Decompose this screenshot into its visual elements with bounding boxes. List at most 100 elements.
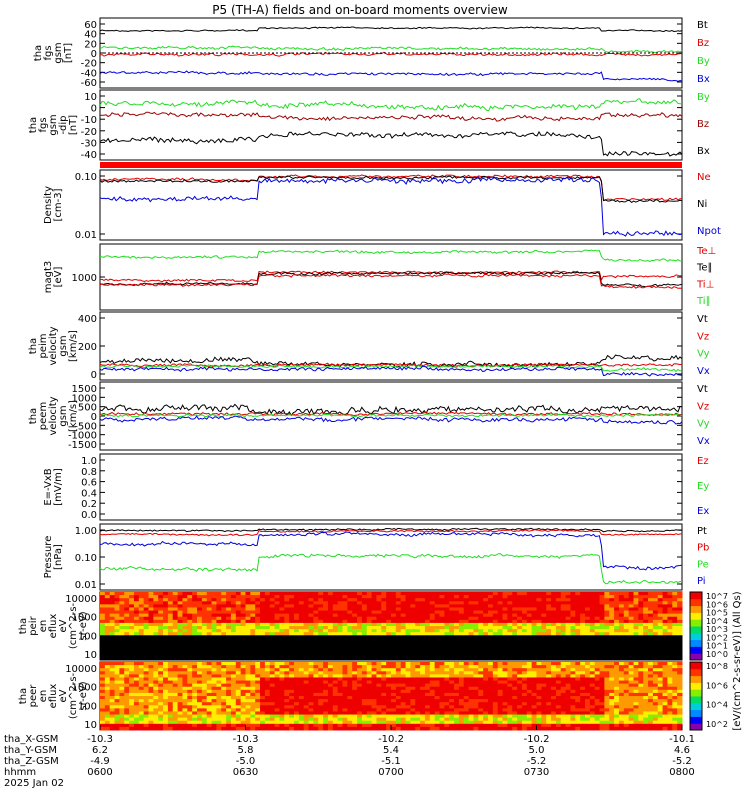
heatmap-cell — [139, 641, 144, 645]
heatmap-cell — [115, 662, 120, 666]
heatmap-cell — [570, 604, 575, 608]
heatmap-cell — [153, 645, 158, 649]
heatmap-cell — [158, 592, 163, 596]
heatmap-cell — [182, 617, 187, 621]
heatmap-cell — [241, 623, 246, 627]
heatmap-cell — [469, 671, 474, 675]
heatmap-cell — [105, 654, 110, 658]
heatmap-cell — [488, 668, 493, 672]
heatmap-cell — [415, 592, 420, 596]
heatmap-cell — [115, 718, 120, 722]
heatmap-cell — [430, 598, 435, 602]
heatmap-cell — [260, 693, 265, 697]
heatmap-cell — [658, 657, 663, 661]
heatmap-cell — [309, 681, 314, 685]
heatmap-cell — [343, 592, 348, 596]
heatmap-cell — [634, 635, 639, 639]
heatmap-cell — [425, 598, 430, 602]
heatmap-cell — [153, 607, 158, 611]
heatmap-cell — [212, 721, 217, 725]
ytick-label-fgs_gsm_dip: -30 — [81, 138, 97, 149]
heatmap-cell — [270, 617, 275, 621]
heatmap-cell — [493, 715, 498, 719]
heatmap-cell — [561, 711, 566, 715]
heatmap-cell — [100, 715, 105, 719]
heatmap-cell — [328, 648, 333, 652]
heatmap-cell — [299, 598, 304, 602]
heatmap-cell — [522, 635, 527, 639]
heatmap-cell — [323, 617, 328, 621]
heatmap-cell — [289, 687, 294, 691]
heatmap-cell — [124, 614, 129, 618]
heatmap-cell — [139, 711, 144, 715]
heatmap-cell — [440, 657, 445, 661]
heatmap-cell — [381, 638, 386, 642]
heatmap-cell — [144, 635, 149, 639]
heatmap-cell — [149, 674, 154, 678]
ytick-label-peim_velocity: 400 — [78, 314, 97, 325]
heatmap-cell — [570, 641, 575, 645]
heatmap-cell — [590, 598, 595, 602]
heatmap-cell — [551, 595, 556, 599]
heatmap-cell — [527, 705, 532, 709]
heatmap-cell — [435, 614, 440, 618]
heatmap-cell — [614, 595, 619, 599]
heatmap-cell — [420, 693, 425, 697]
heatmap-cell — [275, 623, 280, 627]
heatmap-cell — [168, 614, 173, 618]
heatmap-cell — [304, 674, 309, 678]
heatmap-cell — [367, 684, 372, 688]
heatmap-cell — [115, 641, 120, 645]
heatmap-cell — [309, 638, 314, 642]
heatmap-cell — [566, 607, 571, 611]
heatmap-cell — [386, 623, 391, 627]
heatmap-cell — [304, 696, 309, 700]
heatmap-cell — [386, 677, 391, 681]
heatmap-cell — [449, 708, 454, 712]
heatmap-cell — [236, 629, 241, 633]
heatmap-cell — [449, 635, 454, 639]
heatmap-cell — [566, 617, 571, 621]
heatmap-cell — [677, 632, 682, 636]
heatmap-cell — [250, 638, 255, 642]
heatmap-cell — [163, 654, 168, 658]
heatmap-cell — [498, 651, 503, 655]
heatmap-cell — [469, 629, 474, 633]
heatmap-cell — [129, 635, 134, 639]
heatmap-cell — [401, 629, 406, 633]
heatmap-cell — [473, 626, 478, 630]
heatmap-cell — [158, 611, 163, 615]
heatmap-cell — [173, 724, 178, 728]
heatmap-cell — [507, 614, 512, 618]
heatmap-cell — [299, 645, 304, 649]
heatmap-cell — [575, 638, 580, 642]
heatmap-cell — [343, 595, 348, 599]
heatmap-cell — [459, 668, 464, 672]
heatmap-cell — [124, 632, 129, 636]
heatmap-cell — [459, 687, 464, 691]
heatmap-cell — [134, 592, 139, 596]
heatmap-cell — [551, 693, 556, 697]
heatmap-cell — [289, 595, 294, 599]
heatmap-cell — [537, 651, 542, 655]
heatmap-cell — [216, 604, 221, 608]
heatmap-cell — [352, 611, 357, 615]
heatmap-cell — [231, 699, 236, 703]
heatmap-cell — [212, 662, 217, 666]
heatmap-cell — [275, 595, 280, 599]
heatmap-cell — [129, 702, 134, 706]
heatmap-cell — [173, 648, 178, 652]
legend-peem_velocity: Vt — [697, 384, 708, 395]
heatmap-cell — [119, 702, 124, 706]
heatmap-cell — [527, 665, 532, 669]
heatmap-cell — [182, 674, 187, 678]
heatmap-cell — [119, 617, 124, 621]
heatmap-cell — [226, 629, 231, 633]
heatmap-cell — [624, 614, 629, 618]
heatmap-cell — [309, 657, 314, 661]
heatmap-cell — [197, 668, 202, 672]
heatmap-cell — [129, 648, 134, 652]
heatmap-cell — [532, 693, 537, 697]
heatmap-cell — [275, 677, 280, 681]
heatmap-cell — [483, 617, 488, 621]
